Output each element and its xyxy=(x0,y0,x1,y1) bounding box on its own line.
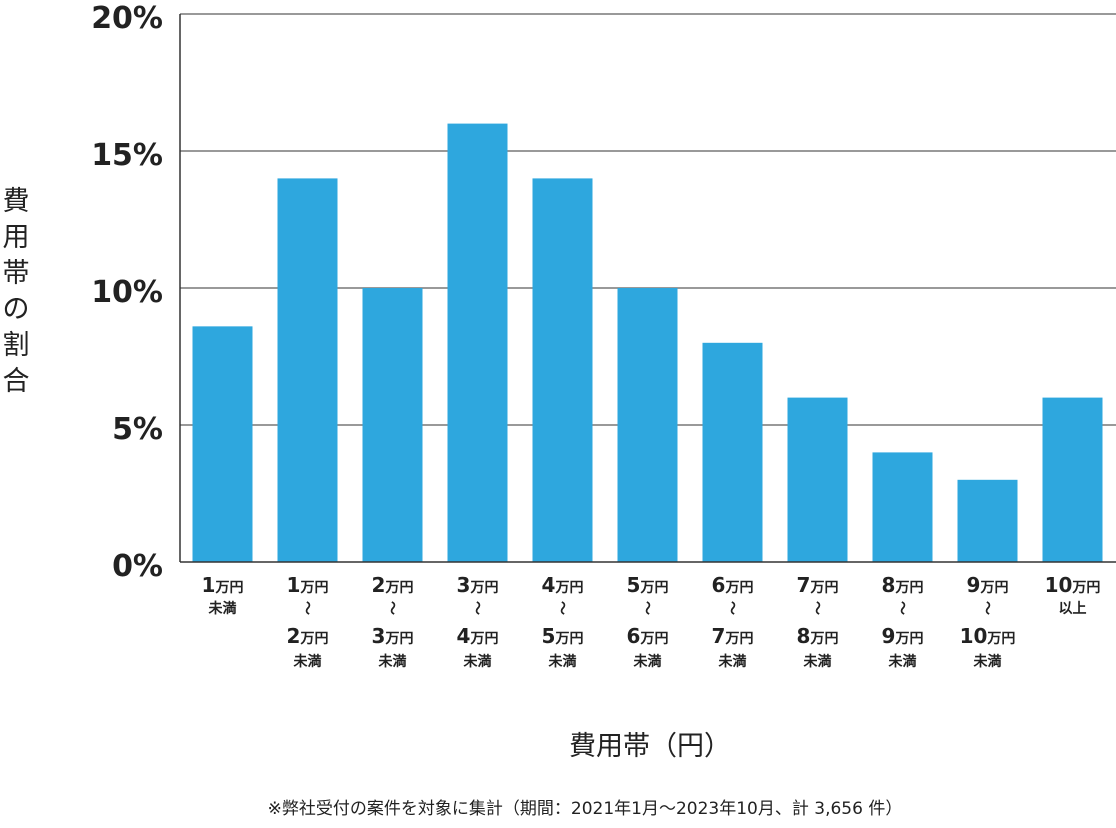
x-tick-line: 未満 xyxy=(889,653,917,670)
bar-2 xyxy=(277,178,338,562)
bar-4 xyxy=(447,123,508,562)
x-tick-line: 未満 xyxy=(549,653,577,670)
x-tick-line: 〜 xyxy=(469,601,485,615)
x-tick-line: 3万円 xyxy=(457,573,499,597)
x-tick-line: 〜 xyxy=(639,601,655,615)
x-tick-line: 9万円 xyxy=(967,573,1009,597)
x-tick-line: 〜 xyxy=(809,601,825,615)
x-tick-line: 5万円 xyxy=(542,624,584,648)
x-tick-line: 〜 xyxy=(979,601,995,615)
y-axis-label: 費用帯の割合 xyxy=(3,186,30,397)
bar-5 xyxy=(532,178,593,562)
x-tick-line: 6万円 xyxy=(627,624,669,648)
x-tick-line: 〜 xyxy=(894,601,910,615)
x-tick-line: 未満 xyxy=(379,653,407,670)
y-tick-label-3: 15% xyxy=(91,138,163,173)
x-tick-line: 4万円 xyxy=(457,624,499,648)
bar-6 xyxy=(617,288,678,562)
x-tick-labels: 1万円未満1万円〜2万円未満2万円〜3万円未満3万円〜4万円未満4万円〜5万円未… xyxy=(202,573,1101,670)
y-tick-label-0: 0% xyxy=(112,549,163,584)
x-axis-label: 費用帯（円） xyxy=(569,731,731,762)
x-tick-line: 〜 xyxy=(554,601,570,615)
x-tick-line: 〜 xyxy=(384,601,400,615)
bar-1 xyxy=(192,326,253,562)
x-tick-line: 10万円 xyxy=(960,624,1016,648)
x-tick-line: 6万円 xyxy=(712,573,754,597)
x-tick-line: 〜 xyxy=(299,601,315,615)
x-tick-line: 8万円 xyxy=(797,624,839,648)
x-tick-line: 7万円 xyxy=(797,573,839,597)
x-tick-line: 1万円 xyxy=(287,573,329,597)
x-tick-line: 3万円 xyxy=(372,624,414,648)
footnote: ※弊社受付の案件を対象に集計（期間：2021年1月～2023年10月、計 3,6… xyxy=(268,799,903,819)
y-tick-label-4: 20% xyxy=(91,1,163,36)
x-tick-line: 〜 xyxy=(724,601,740,615)
y-tick-label-2: 10% xyxy=(91,275,163,310)
bar-8 xyxy=(787,397,848,562)
y-tick-label-1: 5% xyxy=(112,412,163,447)
x-tick-line: 1万円 xyxy=(202,573,244,597)
x-tick-line: 未満 xyxy=(464,653,492,670)
bar-10 xyxy=(957,479,1018,562)
x-tick-line: 未満 xyxy=(804,653,832,670)
bar-7 xyxy=(702,342,763,562)
x-tick-line: 5万円 xyxy=(627,573,669,597)
bar-11 xyxy=(1042,397,1103,562)
x-tick-line: 2万円 xyxy=(287,624,329,648)
x-tick-line: 未満 xyxy=(719,653,747,670)
x-tick-line: 未満 xyxy=(974,653,1002,670)
x-tick-line: 未満 xyxy=(294,653,322,670)
y-tick-labels: 0% 5% 10% 15% 20% xyxy=(91,1,163,584)
x-tick-line: 9万円 xyxy=(882,624,924,648)
bar-9 xyxy=(872,452,933,562)
x-tick-line: 未満 xyxy=(209,600,237,617)
bar-3 xyxy=(362,288,423,562)
x-tick-line: 7万円 xyxy=(712,624,754,648)
x-tick-line: 10万円 xyxy=(1045,573,1101,597)
x-tick-line: 8万円 xyxy=(882,573,924,597)
x-tick-line: 未満 xyxy=(634,653,662,670)
x-tick-line: 以上 xyxy=(1059,601,1087,617)
x-tick-line: 4万円 xyxy=(542,573,584,597)
bars xyxy=(192,123,1103,562)
axes xyxy=(179,14,1116,563)
x-tick-line: 2万円 xyxy=(372,573,414,597)
